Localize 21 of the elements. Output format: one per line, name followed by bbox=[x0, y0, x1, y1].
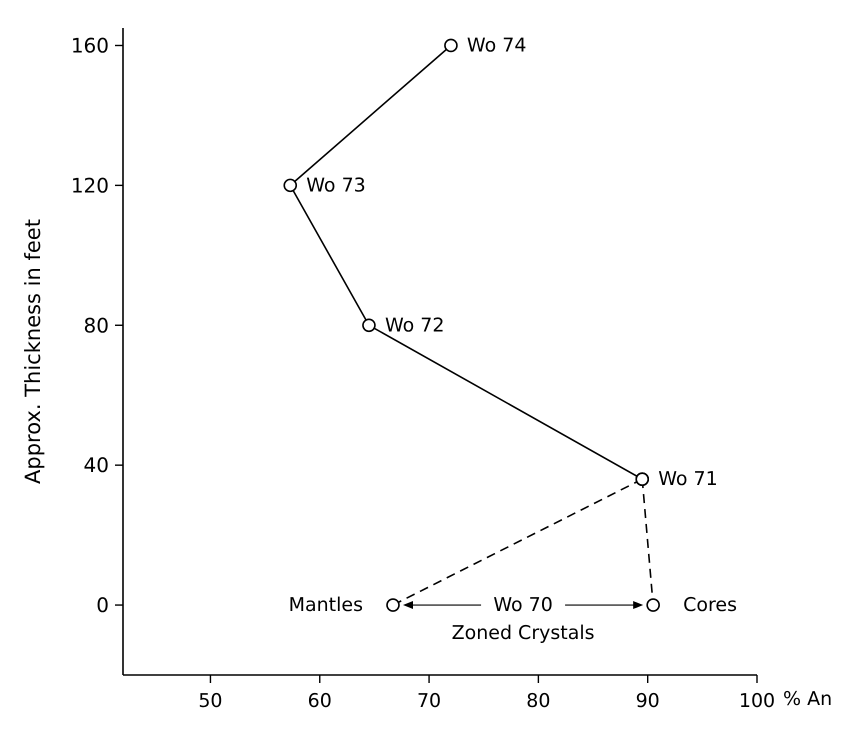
x-axis-title: % An bbox=[783, 688, 832, 710]
y-axis-title: Approx. Thickness in feet bbox=[21, 219, 45, 484]
x-tick-label: 50 bbox=[198, 690, 223, 712]
annotation: Wo 70 bbox=[493, 594, 553, 616]
y-tick-label: 0 bbox=[96, 593, 109, 618]
x-tick-label: 70 bbox=[416, 690, 442, 712]
annotation: Wo 72 bbox=[384, 314, 444, 336]
y-tick-label: 120 bbox=[70, 173, 109, 198]
annotation: Cores bbox=[683, 594, 738, 616]
y-tick-label: 160 bbox=[70, 33, 109, 58]
x-tick-label: 80 bbox=[526, 690, 550, 712]
annotation: Mantles bbox=[288, 594, 363, 616]
annotation: Wo 71 bbox=[658, 468, 718, 490]
annotation: Wo 73 bbox=[306, 174, 366, 196]
y-tick-label: 80 bbox=[84, 313, 109, 338]
x-tick-label: 100 bbox=[738, 690, 776, 712]
annotation: Zoned Crystals bbox=[452, 622, 595, 644]
y-tick-label: 40 bbox=[84, 453, 109, 478]
x-tick-label: 60 bbox=[308, 690, 332, 712]
annotation: Wo 74 bbox=[466, 34, 526, 56]
x-tick-label: 90 bbox=[636, 690, 660, 712]
